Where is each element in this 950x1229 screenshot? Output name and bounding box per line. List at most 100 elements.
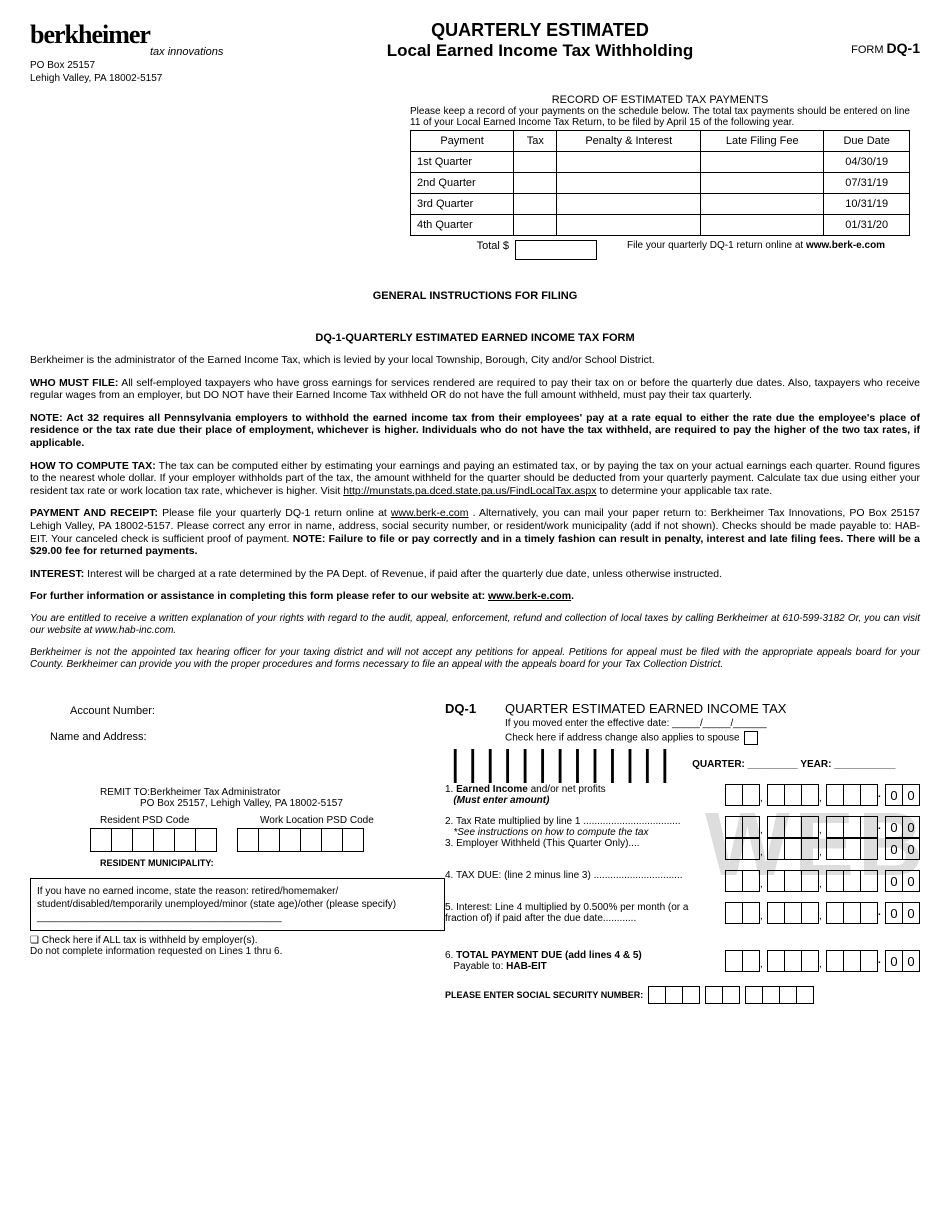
- total-row: Total $ File your quarterly DQ-1 return …: [410, 240, 910, 260]
- who-text: All self-employed taxpayers who have gro…: [30, 377, 920, 402]
- barcode-icon: |||||||||||||: [445, 751, 672, 778]
- q1-late[interactable]: [701, 152, 824, 173]
- quarter-year-input[interactable]: QUARTER: _________ YEAR: ___________: [692, 759, 895, 778]
- dq1-title: QUARTER ESTIMATED EARNED INCOME TAX: [505, 701, 920, 716]
- l4-num: 4.: [445, 870, 453, 881]
- who-label: WHO MUST FILE:: [30, 377, 118, 389]
- compute-label: HOW TO COMPUTE TAX:: [30, 460, 156, 472]
- address-line-1: PO Box 25157: [30, 60, 280, 71]
- calculation-lines: WEB 1. Earned Income and/or net profits …: [445, 784, 920, 1004]
- page-header: berkheimer tax innovations PO Box 25157 …: [30, 20, 920, 84]
- table-row: 3rd Quarter10/31/19: [411, 194, 910, 215]
- l1-bold: Earned Income: [456, 784, 528, 795]
- line-4-amount[interactable]: ,,00: [725, 870, 920, 900]
- line-6: 6. TOTAL PAYMENT DUE (add lines 4 & 5) P…: [445, 950, 920, 980]
- col-penalty: Penalty & Interest: [557, 131, 701, 152]
- intro-text: Berkheimer is the administrator of the E…: [30, 354, 920, 367]
- q1-label: 1st Quarter: [411, 152, 514, 173]
- line-5: 5. Interest: Line 4 multiplied by 0.500%…: [445, 902, 920, 932]
- instr-heading-1: GENERAL INSTRUCTIONS FOR FILING: [30, 290, 920, 302]
- work-psd-input[interactable]: [237, 828, 364, 852]
- resident-psd-label: Resident PSD Code: [100, 815, 260, 826]
- q1-tax[interactable]: [514, 152, 557, 173]
- spouse-checkbox[interactable]: [744, 731, 758, 745]
- l1-num: 1.: [445, 784, 453, 795]
- fine-print-1: You are entitled to receive a written ex…: [30, 613, 920, 637]
- q2-label: 2nd Quarter: [411, 173, 514, 194]
- line-3: 3. Employer Withheld (This Quarter Only)…: [445, 838, 920, 868]
- barcode-row: ||||||||||||| QUARTER: _________ YEAR: _…: [445, 751, 920, 778]
- compute-url: http://munstats.pa.dced.state.pa.us/Find…: [343, 485, 596, 497]
- col-payment: Payment: [411, 131, 514, 152]
- q3-label: 3rd Quarter: [411, 194, 514, 215]
- q2-late[interactable]: [701, 173, 824, 194]
- l1-sub: (Must enter amount): [453, 795, 549, 806]
- q3-tax[interactable]: [514, 194, 557, 215]
- line-4: 4. TAX DUE: (line 2 minus line 3) ......…: [445, 870, 920, 900]
- l6-num: 6.: [445, 950, 453, 961]
- dq1-header: DQ-1 QUARTER ESTIMATED EARNED INCOME TAX…: [445, 701, 920, 745]
- resident-municipality-label: RESIDENT MUNICIPALITY:: [100, 858, 445, 868]
- payment-label: PAYMENT AND RECEIPT:: [30, 507, 158, 519]
- q4-late[interactable]: [701, 215, 824, 236]
- title-line-2: Local Earned Income Tax Withholding: [280, 41, 800, 61]
- q3-late[interactable]: [701, 194, 824, 215]
- resident-psd-input[interactable]: [90, 828, 217, 852]
- col-tax: Tax: [514, 131, 557, 152]
- payment-url: www.berk-e.com: [391, 507, 469, 519]
- line-1-amount[interactable]: ,,.00: [725, 784, 920, 814]
- file-online-note: File your quarterly DQ-1 return online a…: [597, 240, 910, 260]
- ssn-input[interactable]: [649, 986, 814, 1004]
- total-box[interactable]: [515, 240, 597, 260]
- q4-tax[interactable]: [514, 215, 557, 236]
- q1-due: 04/30/19: [824, 152, 910, 173]
- logo-subtitle: tax innovations: [150, 46, 280, 58]
- q1-penalty[interactable]: [557, 152, 701, 173]
- line-6-amount[interactable]: ,,.00: [725, 950, 920, 980]
- interest-text: Interest will be charged at a rate deter…: [84, 568, 722, 580]
- no-income-reason[interactable]: If you have no earned income, state the …: [30, 878, 445, 931]
- table-header-row: Payment Tax Penalty & Interest Late Fili…: [411, 131, 910, 152]
- line-5-amount[interactable]: ,,.00: [725, 902, 920, 932]
- record-section: RECORD OF ESTIMATED TAX PAYMENTS Please …: [410, 94, 910, 260]
- spouse-text: Check here if address change also applie…: [505, 733, 740, 744]
- chk-sub: Do not complete information requested on…: [30, 946, 282, 957]
- payment-table: Payment Tax Penalty & Interest Late Fili…: [410, 130, 910, 236]
- all-tax-withheld-check[interactable]: ❏ Check here if ALL tax is withheld by e…: [30, 935, 445, 957]
- q2-penalty[interactable]: [557, 173, 701, 194]
- moved-date-line[interactable]: If you moved enter the effective date: _…: [505, 718, 920, 729]
- remit-to-1: REMIT TO:Berkheimer Tax Administrator: [100, 787, 445, 798]
- dq1-code: DQ-1: [445, 701, 505, 745]
- move-text: If you moved enter the effective date: _…: [505, 718, 767, 729]
- l6-bold: TOTAL PAYMENT DUE (add lines 4 & 5): [456, 950, 642, 961]
- l2-num: 2.: [445, 816, 453, 827]
- psd-boxes: [90, 828, 445, 852]
- payment-receipt: PAYMENT AND RECEIPT: Please file your qu…: [30, 507, 920, 557]
- q2-tax[interactable]: [514, 173, 557, 194]
- l2-sub: *See instructions on how to compute the …: [453, 827, 648, 838]
- note-bold: NOTE: Act 32 requires all Pennsylvania e…: [30, 412, 920, 449]
- table-row: 4th Quarter01/31/20: [411, 215, 910, 236]
- ssn-row: PLEASE ENTER SOCIAL SECURITY NUMBER:: [445, 986, 920, 1004]
- interest-para: INTEREST: Interest will be charged at a …: [30, 568, 920, 581]
- form-code-value: DQ-1: [887, 40, 920, 56]
- instructions: GENERAL INSTRUCTIONS FOR FILING DQ-1-QUA…: [30, 290, 920, 671]
- l1-rest: and/or net profits: [528, 784, 606, 795]
- title-line-1: QUARTERLY ESTIMATED: [280, 20, 800, 41]
- q2-due: 07/31/19: [824, 173, 910, 194]
- payment-text: Please file your quarterly DQ-1 return o…: [158, 507, 391, 519]
- account-number-label: Account Number:: [70, 705, 445, 717]
- q4-penalty[interactable]: [557, 215, 701, 236]
- chk-label: ❏ Check here if ALL tax is withheld by e…: [30, 935, 258, 946]
- further-info: For further information or assistance in…: [30, 590, 920, 603]
- q3-penalty[interactable]: [557, 194, 701, 215]
- col-late-fee: Late Filing Fee: [701, 131, 824, 152]
- record-title: RECORD OF ESTIMATED TAX PAYMENTS: [410, 94, 910, 106]
- work-psd-label: Work Location PSD Code: [260, 815, 374, 826]
- line-3-amount[interactable]: ,,00: [725, 838, 920, 868]
- spouse-change-line: Check here if address change also applie…: [505, 731, 920, 745]
- l5-num: 5.: [445, 902, 453, 913]
- l6-payee: HAB-EIT: [506, 961, 547, 972]
- form-code: FORM DQ-1: [800, 20, 920, 56]
- instr-heading-2: DQ-1-QUARTERLY ESTIMATED EARNED INCOME T…: [30, 332, 920, 344]
